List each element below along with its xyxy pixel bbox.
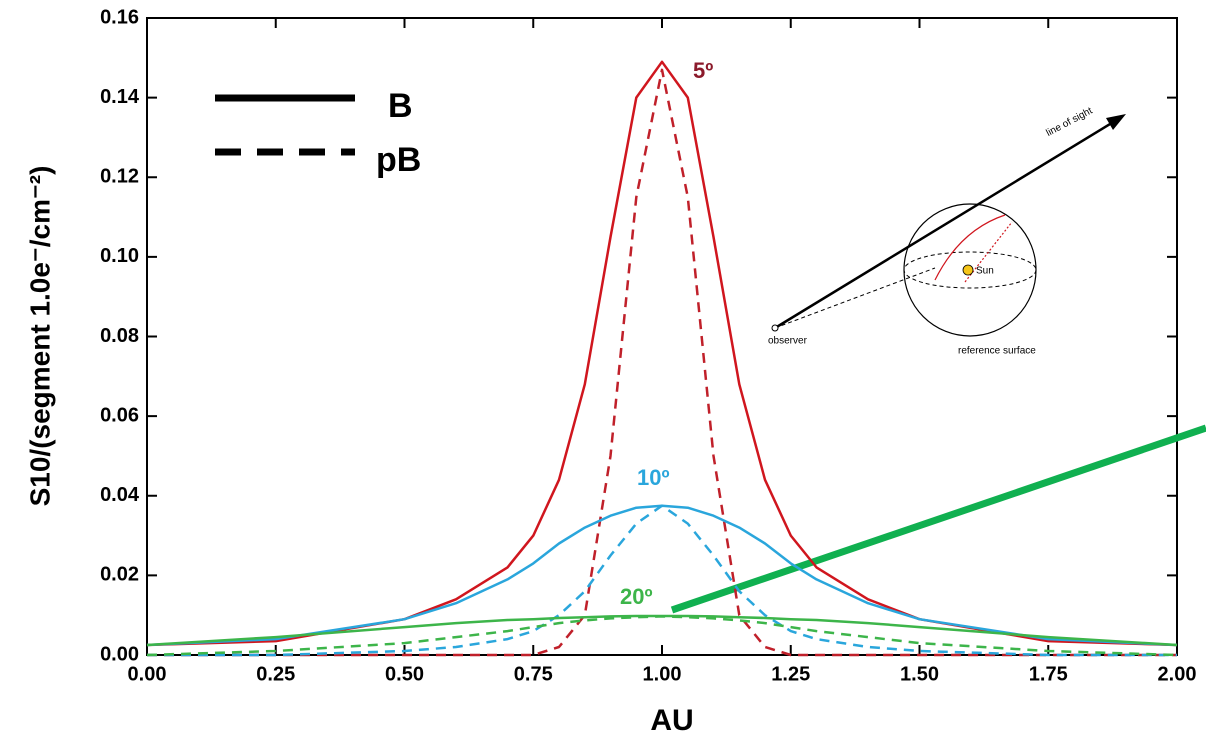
series-line [147, 504, 1177, 657]
y-tick-label: 0.08 [100, 325, 139, 347]
inset-label: observer [768, 336, 808, 347]
red-dotted-arc [964, 221, 1013, 283]
inset-label: line of sight [1044, 105, 1094, 139]
x-tick-label: 2.00 [1158, 663, 1197, 685]
line-of-sight-arrow [774, 119, 1116, 330]
x-tick-label: 0.75 [514, 663, 553, 685]
x-tick-label: 1.00 [643, 663, 682, 685]
y-tick-label: 0.02 [100, 564, 139, 586]
series-line [147, 68, 1177, 657]
annotation: 10º [637, 465, 670, 490]
series-line [146, 504, 1178, 647]
y-tick-label: 0.14 [100, 86, 140, 108]
annotation: 5º [693, 58, 713, 83]
x-tick-label: 0.25 [256, 663, 295, 685]
series-line [146, 60, 1178, 647]
x-tick-label: 0.00 [128, 663, 167, 685]
x-axis-label: AU [650, 704, 693, 737]
series-line [146, 614, 1178, 647]
x-tick-label: 1.25 [771, 663, 810, 685]
x-tick-label: 0.50 [385, 663, 424, 685]
highlight-line [670, 424, 1206, 614]
y-tick-label: 0.06 [100, 404, 139, 426]
y-tick-label: 0.00 [100, 643, 139, 665]
inset-label: reference surface [958, 346, 1036, 357]
observer-line [774, 267, 936, 329]
arrow-head [1106, 114, 1126, 130]
red-arc [934, 214, 1006, 281]
equator [903, 251, 1037, 289]
y-tick-label: 0.10 [100, 245, 139, 267]
plot-frame [146, 17, 1178, 656]
observer-point [771, 324, 779, 332]
x-tick-label: 1.50 [900, 663, 939, 685]
inset-label: Sun [976, 266, 994, 277]
legend-label: B [388, 87, 413, 125]
x-tick-label: 1.75 [1029, 663, 1068, 685]
y-tick-label: 0.04 [100, 484, 140, 506]
y-tick-label: 0.16 [100, 6, 139, 28]
y-tick-label: 0.12 [100, 166, 139, 188]
series-line [146, 615, 1178, 657]
legend-label: pB [376, 141, 421, 179]
y-axis-label: S10/(segment 1.0e⁻/cm⁻²) [24, 166, 55, 507]
inset-diagram: line of sight Sun observer reference sur… [768, 105, 1126, 357]
sun [962, 264, 974, 276]
annotation: 20º [620, 584, 653, 609]
